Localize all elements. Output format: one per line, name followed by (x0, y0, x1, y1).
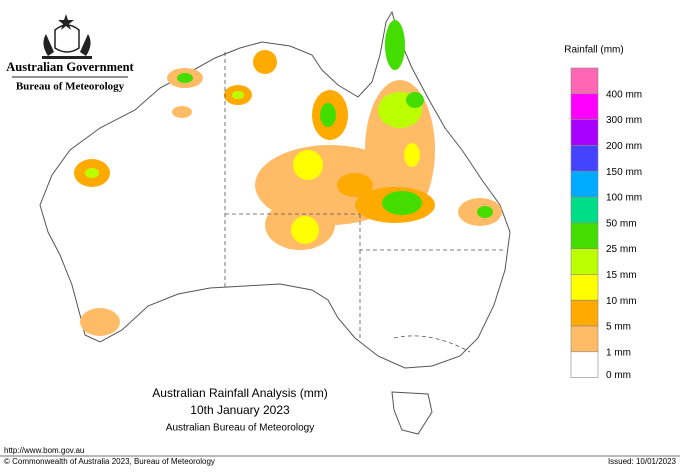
legend-label: 1 mm (606, 347, 631, 358)
legend-label: 200 mm (606, 141, 642, 152)
legend-swatch (570, 299, 599, 327)
emblem (42, 14, 92, 59)
bureau-name: Bureau of Meteorology (16, 81, 125, 93)
legend-swatch (570, 248, 599, 275)
caption-title: Australian Rainfall Analysis (mm) (152, 386, 327, 400)
caption-source: Australian Bureau of Meteorology (166, 423, 314, 434)
legend-swatch (570, 119, 599, 146)
legend-swatch (570, 93, 599, 120)
legend: 400 mm 300 mm 200 mm 150 mm 100 mm 50 mm 25 mm… (570, 67, 642, 381)
legend-label: 300 mm (606, 115, 642, 126)
rainfall-areas (74, 20, 502, 336)
legend-swatch (570, 274, 599, 301)
legend-label: 50 mm (606, 218, 637, 229)
legend-label: 25 mm (606, 244, 637, 255)
government-name: Australian Government (6, 60, 134, 74)
legend-label: 10 mm (606, 296, 637, 307)
footer-copyright: © Commonwealth of Australia 2023, Bureau… (4, 457, 215, 466)
legend-swatch (570, 145, 599, 172)
caption-date: 10th January 2023 (190, 403, 290, 417)
footer-issued: Issued: 10/01/2023 (608, 457, 677, 466)
legend-swatch (570, 170, 599, 198)
legend-swatch (570, 222, 599, 249)
legend-title: Rainfall (mm) (564, 45, 623, 56)
legend-swatch (570, 67, 599, 95)
legend-swatch (570, 325, 599, 353)
footer-url: http://www.bom.gov.au (4, 446, 84, 455)
legend-label: 0 mm (606, 370, 631, 381)
state-borders (224, 52, 503, 353)
legend-swatch (570, 351, 599, 378)
legend-label: 5 mm (606, 322, 631, 333)
legend-label: 15 mm (606, 270, 637, 281)
legend-label: 150 mm (606, 167, 642, 178)
legend-label: 400 mm (606, 89, 642, 100)
legend-swatch (570, 196, 599, 224)
legend-label: 100 mm (606, 193, 642, 204)
